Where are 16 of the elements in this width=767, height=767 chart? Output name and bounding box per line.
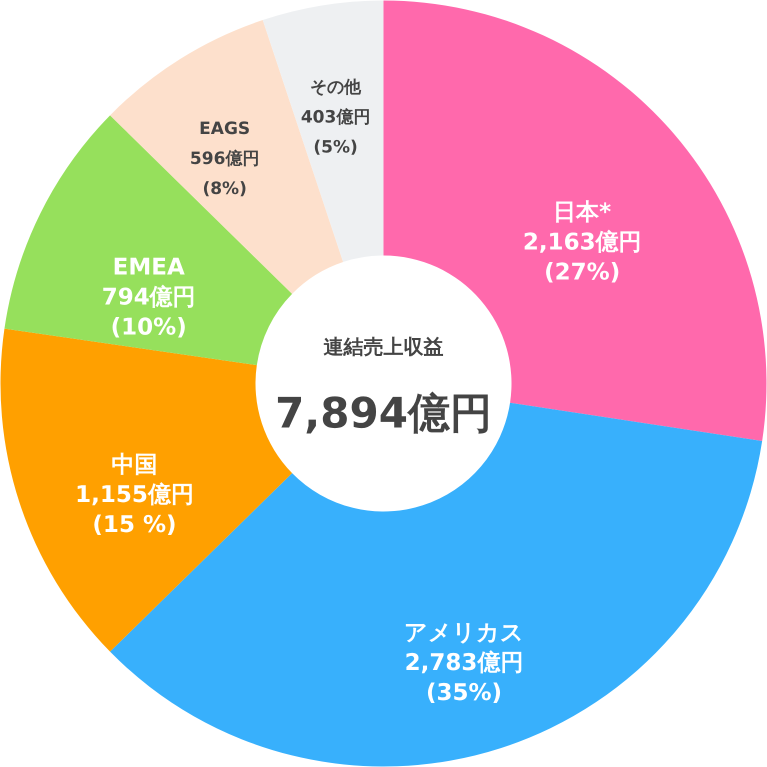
slice-label: その他: [310, 77, 362, 98]
donut-slice: [4, 115, 292, 366]
text: 7,894億円: [275, 388, 492, 438]
data-label: 596億円 (8%): [190, 149, 260, 199]
slice-label: アメリカス: [404, 620, 524, 646]
slice-label: EMEA: [112, 254, 185, 280]
donut-slice: [262, 0, 384, 262]
data-label: 2,783億円 (35%): [404, 650, 524, 706]
slice-label: EAGS: [199, 119, 250, 139]
data-label: 2,163億円 (27%): [522, 230, 642, 286]
slice-label: 中国: [111, 452, 158, 478]
data-label: 1,155億円 (15 %): [75, 482, 194, 538]
slice-label: 日本*: [553, 200, 612, 226]
data-label: 403億円 (5%): [300, 107, 370, 158]
text: 連結売上収益: [324, 334, 444, 358]
data-label: 794億円 (10%): [102, 284, 196, 340]
